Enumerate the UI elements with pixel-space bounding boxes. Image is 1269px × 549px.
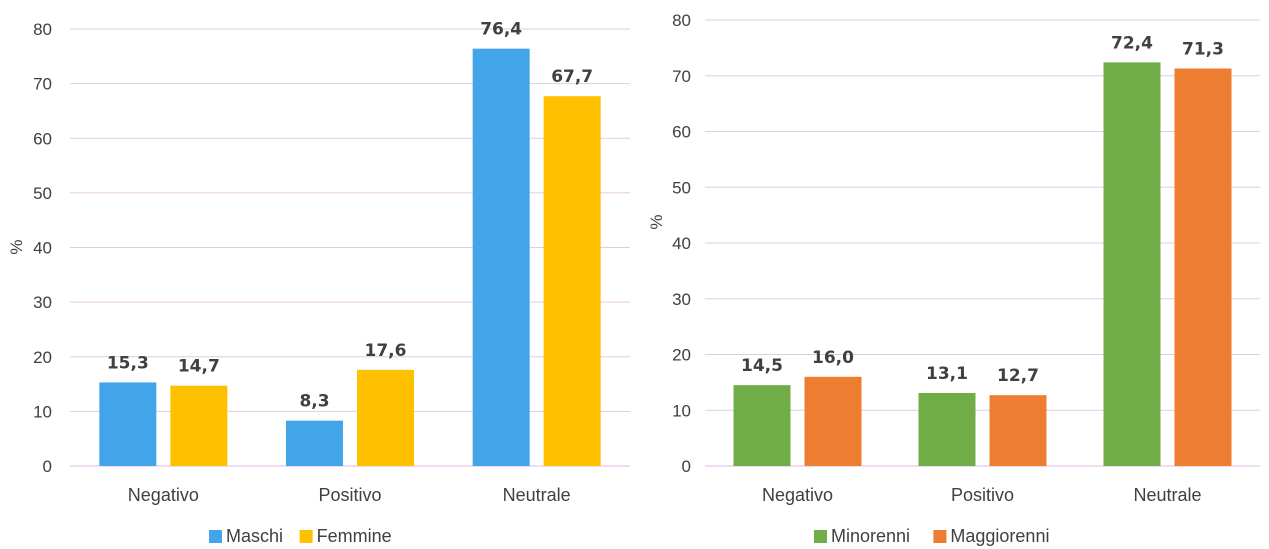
left-legend-label-maschi: Maschi — [226, 526, 283, 546]
right-data-label: 12,7 — [997, 366, 1039, 386]
left-y-tick-label: 60 — [33, 129, 52, 148]
right-data-label: 13,1 — [926, 364, 968, 384]
right-bar-maggiorenni — [1174, 68, 1232, 466]
left-bar-femmine — [170, 385, 228, 466]
right-legend-label-maggiorenni: Maggiorenni — [950, 526, 1049, 546]
right-y-tick-label: 0 — [682, 457, 691, 476]
right-y-tick-label: 60 — [672, 123, 691, 142]
left-legend-label-femmine: Femmine — [317, 526, 392, 546]
left-y-tick-label: 20 — [33, 348, 52, 367]
left-y-tick-label: 80 — [33, 20, 52, 39]
chart-age-svg: 0 10 20 30 40 50 60 70 80% 14,5 16,0 Negativo 13,1 12… — [647, 11, 1260, 546]
right-y-tick-label: 10 — [672, 401, 691, 420]
right-category-label: Neutrale — [1133, 485, 1201, 505]
right-legend-swatch-minorenni — [814, 530, 827, 543]
left-y-tick-label: 0 — [43, 457, 52, 476]
left-y-tick-label: 30 — [33, 293, 52, 312]
left-data-label: 17,6 — [365, 341, 407, 361]
right-y-tick-label: 70 — [672, 67, 691, 86]
right-legend-swatch-maggiorenni — [933, 530, 947, 543]
left-data-label: 76,4 — [480, 20, 522, 40]
chart-age: 0 10 20 30 40 50 60 70 80% 14,5 16,0 Negativo 13,1 12… — [640, 0, 1269, 549]
right-y-tick-label: 30 — [672, 290, 691, 309]
right-y-tick-label: 80 — [672, 11, 691, 30]
left-y-axis-label: % — [7, 239, 26, 254]
left-y-tick-label: 10 — [33, 402, 52, 421]
chart-gender-svg: 0 10 20 30 40 50 60 70 80% 15,3 14,7 Negativo 8,3 17,… — [7, 20, 630, 546]
left-data-label: 14,7 — [178, 357, 220, 377]
right-data-label: 71,3 — [1182, 40, 1224, 60]
left-category-label: Positivo — [318, 485, 381, 505]
left-bar-maschi — [472, 48, 530, 466]
right-bar-minorenni — [918, 392, 976, 466]
left-data-label: 8,3 — [299, 392, 329, 412]
right-bar-maggiorenni — [804, 376, 862, 466]
left-y-tick-label: 40 — [33, 239, 52, 258]
left-category-label: Neutrale — [503, 485, 571, 505]
left-bar-femmine — [543, 96, 601, 466]
right-y-axis-label: % — [647, 214, 666, 229]
right-category-label: Negativo — [762, 485, 833, 505]
right-data-label: 72,4 — [1111, 33, 1153, 53]
left-legend-swatch-femmine — [299, 530, 313, 543]
right-data-label: 16,0 — [812, 348, 854, 368]
left-bar-maschi — [286, 420, 343, 466]
chart-gender: 0 10 20 30 40 50 60 70 80% 15,3 14,7 Negativo 8,3 17,… — [7, 20, 630, 546]
left-data-label: 67,7 — [551, 67, 593, 87]
right-bar-minorenni — [733, 385, 791, 466]
left-data-label: 15,3 — [107, 353, 149, 373]
right-y-tick-label: 20 — [672, 346, 691, 365]
right-data-label: 14,5 — [741, 356, 783, 376]
right-legend-label-minorenni: Minorenni — [831, 526, 910, 546]
left-bar-maschi — [99, 382, 157, 466]
right-bar-maggiorenni — [989, 395, 1047, 466]
left-y-tick-label: 50 — [33, 184, 52, 203]
left-legend-swatch-maschi — [209, 530, 222, 543]
right-y-tick-label: 50 — [672, 178, 691, 197]
right-y-tick-label: 40 — [672, 234, 691, 253]
left-bar-femmine — [357, 369, 414, 466]
left-y-tick-label: 70 — [33, 75, 52, 94]
right-category-label: Positivo — [951, 485, 1014, 505]
right-bar-minorenni — [1103, 62, 1161, 467]
left-category-label: Negativo — [128, 485, 199, 505]
